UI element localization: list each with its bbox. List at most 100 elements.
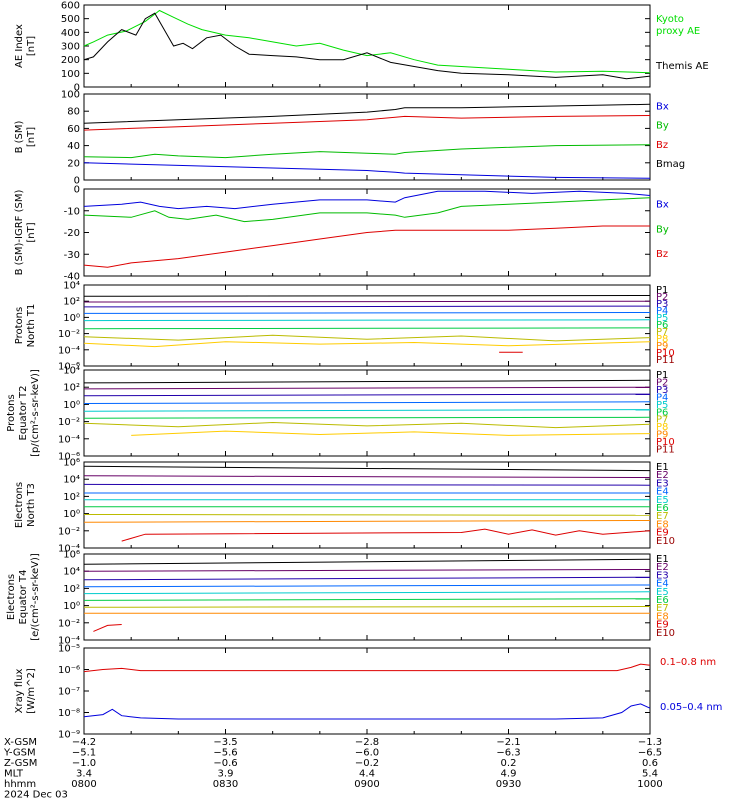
x-tick-label: −2.8 — [355, 737, 379, 748]
x-tick-label: −5.6 — [213, 748, 237, 759]
y-tick-label: 10⁰ — [63, 601, 80, 612]
legend-entry: E1 — [656, 462, 669, 473]
plot-frame — [83, 553, 651, 641]
series-line-e8 — [83, 520, 651, 523]
x-tick-label: 0900 — [354, 779, 379, 790]
y-tick-label: -10 — [64, 206, 80, 217]
y-tick-label: 100 — [61, 90, 80, 101]
legend-entry: E7 — [656, 603, 669, 614]
series-line-bz — [83, 225, 650, 268]
y-tick-label: 10⁻² — [58, 618, 80, 629]
y-axis-label: Electrons — [14, 482, 25, 528]
series-line-p3 — [83, 393, 651, 397]
x-axis-row-label: X-GSM — [4, 737, 37, 748]
y-axis-label: [nT] — [26, 36, 37, 56]
x-tick-label: −2.1 — [496, 737, 520, 748]
y-tick-label: 10⁻⁶ — [58, 452, 80, 463]
x-tick-label: 1000 — [637, 779, 662, 790]
legend-entry: P8 — [656, 334, 668, 345]
series-line-e3 — [83, 576, 651, 581]
y-tick-label: 10⁻⁴ — [58, 636, 80, 647]
x-tick-label: 4.4 — [359, 769, 375, 780]
series-line-p2 — [83, 386, 651, 390]
y-tick-label: 10⁰ — [63, 313, 80, 324]
legend-entry: E9 — [656, 528, 669, 539]
y-tick-label: 10⁴ — [63, 366, 80, 377]
x-tick-label: −5.1 — [72, 748, 96, 759]
series-line-p7 — [83, 334, 651, 342]
y-axis-label: B (SM) — [14, 120, 25, 153]
series-line-e7 — [83, 606, 651, 608]
x-tick-label: 5.4 — [642, 769, 658, 780]
panel-2: 0 20 40 60 80 100 B (SM) [nT] Bx By Bz Bmag — [14, 90, 685, 187]
x-tick-label: −1.3 — [638, 737, 662, 748]
y-tick-label: 10⁻⁷ — [58, 687, 80, 698]
legend-entry: E6 — [656, 503, 669, 514]
plot-frame — [83, 647, 651, 735]
y-tick-label: 40 — [67, 141, 80, 152]
y-tick-label: 10⁻⁴ — [58, 345, 80, 356]
series-line-by — [83, 197, 651, 223]
y-axis-label: Equator T4 — [18, 570, 29, 625]
legend-entry: P7 — [656, 415, 668, 426]
legend-entry: Bz — [656, 249, 668, 260]
legend-entry: E10 — [656, 628, 675, 639]
legend-entry: P2 — [656, 377, 668, 388]
y-axis-label: B (SM)-IGRF (SM) — [14, 190, 25, 276]
legend-entry: P10 — [656, 348, 675, 359]
x-tick-label: 0.2 — [501, 758, 517, 769]
series-line-bmag — [83, 103, 651, 124]
x-tick-label: −0.6 — [213, 758, 237, 769]
y-tick-label: -30 — [64, 250, 80, 261]
legend-entry: Bx — [656, 199, 669, 210]
x-tick-label: 3.4 — [76, 769, 92, 780]
series-line-by — [83, 144, 651, 159]
series-line-e9 — [93, 624, 122, 632]
series-line-e3 — [83, 483, 651, 486]
legend-entry: E2 — [656, 470, 669, 481]
legend-entry: P4 — [656, 306, 668, 317]
legend-entry: E3 — [656, 478, 669, 489]
legend-entry: E7 — [656, 511, 669, 522]
legend-entry: E8 — [656, 611, 669, 622]
series-line-p4 — [83, 312, 651, 314]
y-axis-label: [e/(cm²-s-sr-keV)] — [30, 553, 41, 641]
x-tick-label: −6.0 — [355, 748, 379, 759]
legend-entry: P11 — [656, 355, 675, 366]
series-line-p6 — [83, 416, 651, 419]
y-tick-label: 10⁴ — [63, 281, 80, 292]
panel-3: -40 -30 -20 -10 0 B (SM)-IGRF (SM) [nT] Bx By Bz — [14, 185, 669, 283]
y-axis-label: Equator T2 — [18, 386, 29, 441]
legend-entry: P11 — [656, 445, 675, 456]
panel-4: 10⁻⁶ 10⁻⁴ 10⁻² 10⁰ 10² 10⁴ Protons North T1 P1P2… — [14, 281, 675, 373]
legend-entry: By — [656, 224, 669, 235]
legend-entry: E8 — [656, 519, 669, 530]
panel-5: 10⁻⁶ 10⁻⁴ 10⁻² 10⁰ 10² 10⁴ Protons Equator T2 [p… — [6, 366, 675, 463]
legend-entry: P5 — [656, 400, 668, 411]
y-tick-label: 10⁻⁵ — [58, 644, 80, 655]
series-line-p5 — [83, 409, 651, 412]
series-line-p2 — [83, 300, 651, 303]
series-line-themis-ae — [83, 12, 651, 80]
date-label: 2024 Dec 03 — [4, 790, 68, 800]
y-tick-label: 80 — [67, 107, 80, 118]
series-line-bz — [83, 115, 651, 131]
legend-entry: E4 — [656, 487, 669, 498]
legend-entry: P6 — [656, 407, 668, 418]
legend-entry: E10 — [656, 536, 675, 547]
legend-entry: P9 — [656, 341, 668, 352]
panel-1: 0 100 200 300 400 500 600 AE Index [nT] Kyotoprox… — [14, 1, 709, 94]
x-axis-row-label: hhmm — [4, 779, 36, 790]
y-tick-label: 0 — [74, 185, 80, 196]
y-axis-label: [W/m^2] — [26, 668, 37, 714]
x-axis-row-label: Z-GSM — [4, 758, 37, 769]
series-line-p1 — [83, 295, 651, 297]
series-line-e2 — [83, 569, 651, 572]
y-tick-label: 400 — [61, 28, 80, 39]
y-tick-label: 10⁴ — [63, 475, 80, 486]
plot-frame — [83, 93, 651, 181]
legend-entry: By — [656, 121, 669, 132]
legend-entry: Bx — [656, 102, 669, 113]
